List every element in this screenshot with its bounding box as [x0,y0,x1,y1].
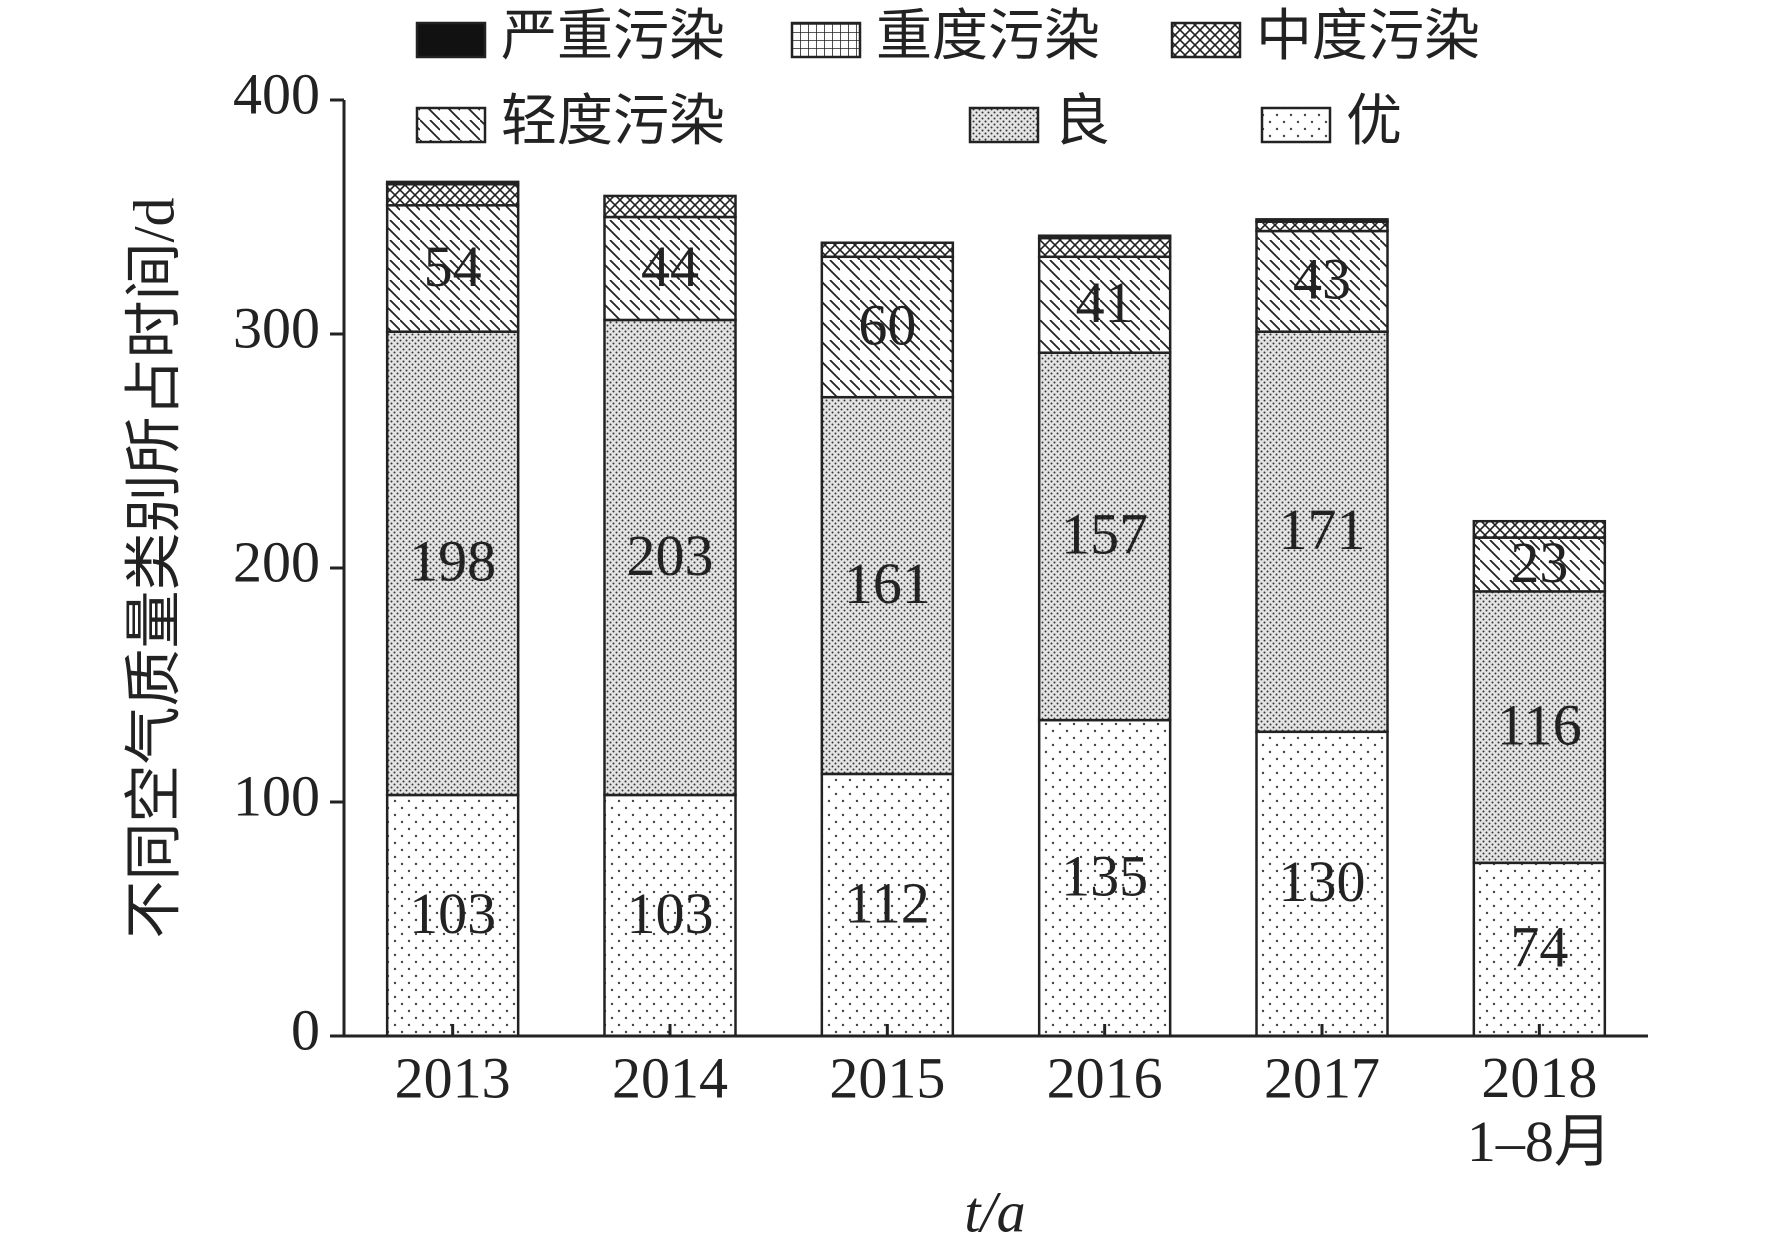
bar-segment [603,215,737,322]
y-tick-label: 300 [233,295,320,360]
x-tick-label: 2015 [829,1045,945,1110]
data-label: 203 [627,523,714,588]
bar-segment [1472,861,1607,1038]
data-label: 74 [1510,915,1568,980]
bar-segment [820,255,955,399]
x-tick-label: 2017 [1264,1045,1380,1110]
data-label: 60 [858,292,916,357]
bar-segment [385,330,520,797]
legend-swatch [415,21,487,59]
legend-swatch [968,106,1040,144]
bar-segment [385,180,520,186]
data-label: 112 [845,870,930,935]
bar-segment [1037,255,1172,354]
legend-label: 中度污染 [1256,6,1480,68]
data-label: 103 [627,881,714,946]
data-label: 157 [1061,502,1148,567]
x-tick-label: 2014 [612,1045,728,1110]
bar-segment [1255,330,1389,734]
data-label: 54 [424,234,482,299]
bar-segment [1037,234,1172,240]
x-tick-label: 2016 [1047,1045,1163,1110]
bar-segment [820,772,955,1038]
legend-swatch [1170,21,1242,59]
bar-segment [1472,590,1607,865]
legend-label: 轻度污染 [501,91,725,153]
y-tick-label: 100 [233,763,320,828]
data-label: 41 [1076,270,1134,335]
bar-segment [1472,519,1607,539]
bar-segment [820,241,955,259]
legend-label: 良 [1054,91,1110,153]
bar-segment [1037,236,1172,259]
data-label: 171 [1279,497,1366,562]
bar-segment [1255,229,1389,333]
y-tick-label: 0 [291,997,320,1062]
data-label: 23 [1510,530,1568,595]
x-tick-label: 2018 1–8月 [1467,1045,1612,1174]
x-tick-label: 2013 [395,1045,511,1110]
legend-swatch [415,106,487,144]
legend-swatch [1260,106,1332,144]
bar-segment [820,395,955,776]
data-label: 135 [1061,843,1148,908]
bar-segment [603,194,737,219]
data-label: 130 [1279,849,1366,914]
data-label: 103 [409,881,496,946]
bar-segment [1255,730,1389,1038]
data-label: 198 [409,529,496,594]
legend-label: 重度污染 [876,6,1100,68]
x-axis-label: t/a [964,1179,1025,1240]
bar-segment [1037,718,1172,1038]
bar-segment [385,793,520,1038]
legend-label: 严重污染 [501,6,725,68]
y-tick-label: 400 [233,61,320,126]
y-axis-label: 不同空气质量类别所占时间/d [121,197,186,938]
legend-label: 优 [1346,91,1402,153]
bar-segment [1255,220,1389,233]
data-label: 161 [844,551,931,616]
bar-segment [1255,218,1389,223]
data-label: 43 [1293,247,1351,312]
data-label: 44 [641,234,699,299]
bar-segment [385,182,520,207]
bar-segment [603,318,737,797]
y-tick-label: 200 [233,529,320,594]
bar-segment [1037,351,1172,722]
data-label: 116 [1497,692,1582,757]
legend-swatch [790,21,862,59]
